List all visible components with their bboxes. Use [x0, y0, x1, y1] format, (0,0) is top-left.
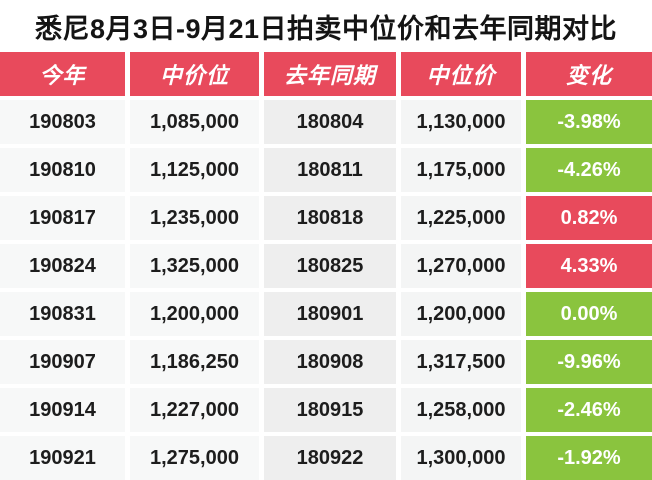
last-year-date-cell: 180825: [264, 244, 396, 288]
column-header-last-year-period: 去年同期: [264, 52, 396, 96]
this-year-median-cell: 1,186,250: [130, 340, 259, 384]
last-year-median-cell: 1,258,000: [401, 388, 521, 432]
this-year-date-cell: 190914: [0, 388, 125, 432]
last-year-median-cell: 1,200,000: [401, 292, 521, 336]
column-header-this-year: 今年: [0, 52, 125, 96]
last-year-date-cell: 180922: [264, 436, 396, 480]
page-title: 悉尼8月3日-9月21日拍卖中位价和去年同期对比: [34, 13, 618, 44]
last-year-median-cell: 1,300,000: [401, 436, 521, 480]
column-header-change: 变化: [526, 52, 652, 96]
last-year-date-cell: 180804: [264, 100, 396, 144]
last-year-date-cell: 180908: [264, 340, 396, 384]
this-year-median-cell: 1,200,000: [130, 292, 259, 336]
this-year-date-cell: 190824: [0, 244, 125, 288]
last-year-date-cell: 180818: [264, 196, 396, 240]
change-badge: -9.96%: [526, 340, 652, 384]
this-year-median-cell: 1,125,000: [130, 148, 259, 192]
last-year-date-cell: 180901: [264, 292, 396, 336]
change-badge: -1.92%: [526, 436, 652, 480]
last-year-median-cell: 1,130,000: [401, 100, 521, 144]
this-year-median-cell: 1,085,000: [130, 100, 259, 144]
change-badge: -2.46%: [526, 388, 652, 432]
this-year-date-cell: 190817: [0, 196, 125, 240]
this-year-median-cell: 1,325,000: [130, 244, 259, 288]
last-year-median-cell: 1,225,000: [401, 196, 521, 240]
last-year-median-cell: 1,175,000: [401, 148, 521, 192]
this-year-date-cell: 190803: [0, 100, 125, 144]
change-badge: 0.00%: [526, 292, 652, 336]
this-year-median-cell: 1,235,000: [130, 196, 259, 240]
change-badge: 0.82%: [526, 196, 652, 240]
last-year-date-cell: 180811: [264, 148, 396, 192]
column-header-median-price: 中价位: [130, 52, 259, 96]
column-header-median-price-2: 中位价: [401, 52, 521, 96]
auction-comparison-table: 今年 中价位 去年同期 中位价 变化 190803 1,085,000 1808…: [0, 52, 652, 480]
this-year-median-cell: 1,227,000: [130, 388, 259, 432]
this-year-date-cell: 190921: [0, 436, 125, 480]
last-year-median-cell: 1,270,000: [401, 244, 521, 288]
this-year-date-cell: 190907: [0, 340, 125, 384]
this-year-date-cell: 190810: [0, 148, 125, 192]
this-year-median-cell: 1,275,000: [130, 436, 259, 480]
this-year-date-cell: 190831: [0, 292, 125, 336]
change-badge: 4.33%: [526, 244, 652, 288]
change-badge: -3.98%: [526, 100, 652, 144]
change-badge: -4.26%: [526, 148, 652, 192]
last-year-date-cell: 180915: [264, 388, 396, 432]
last-year-median-cell: 1,317,500: [401, 340, 521, 384]
